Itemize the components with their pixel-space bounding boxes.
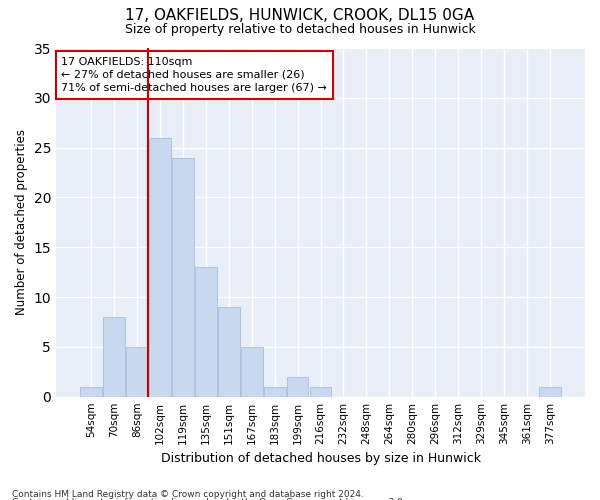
Bar	[172, 158, 194, 396]
Text: Contains HM Land Registry data © Crown copyright and database right 2024.: Contains HM Land Registry data © Crown c…	[12, 490, 364, 499]
Text: 17 OAKFIELDS: 110sqm
← 27% of detached houses are smaller (26)
71% of semi-detac: 17 OAKFIELDS: 110sqm ← 27% of detached h…	[61, 56, 327, 93]
Bar	[103, 317, 125, 396]
Bar	[126, 347, 148, 397]
X-axis label: Distribution of detached houses by size in Hunwick: Distribution of detached houses by size …	[161, 452, 481, 465]
Text: 17, OAKFIELDS, HUNWICK, CROOK, DL15 0GA: 17, OAKFIELDS, HUNWICK, CROOK, DL15 0GA	[125, 8, 475, 22]
Bar	[80, 386, 102, 396]
Text: Size of property relative to detached houses in Hunwick: Size of property relative to detached ho…	[125, 22, 475, 36]
Bar	[310, 386, 331, 396]
Y-axis label: Number of detached properties: Number of detached properties	[15, 130, 28, 316]
Bar	[287, 377, 308, 396]
Bar	[264, 386, 286, 396]
Bar	[539, 386, 561, 396]
Bar	[218, 307, 239, 396]
Text: Contains public sector information licensed under the Open Government Licence v3: Contains public sector information licen…	[12, 498, 406, 500]
Bar	[195, 267, 217, 396]
Bar	[149, 138, 171, 396]
Bar	[241, 347, 263, 397]
